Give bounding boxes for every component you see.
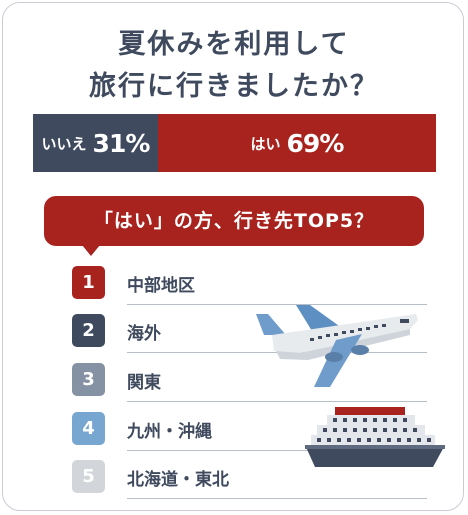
cruise-ship-icon bbox=[305, 407, 445, 467]
segment-label: はい bbox=[250, 134, 281, 153]
rank-name: 中部地区 bbox=[127, 276, 195, 296]
airplane-icon bbox=[256, 305, 418, 387]
segment-value-label: 69% bbox=[286, 128, 345, 158]
title-line-2: 旅行に行きましたか？ bbox=[89, 71, 379, 102]
row-divider bbox=[127, 450, 427, 451]
rank-name: 関東 bbox=[127, 373, 161, 393]
rank-name: 海外 bbox=[127, 324, 161, 344]
speech-bubble-tail bbox=[82, 245, 100, 256]
title-line-1: 夏休みを利用して bbox=[118, 29, 350, 60]
segment-label: いいえ bbox=[41, 134, 87, 153]
rank-badge: 1 bbox=[72, 266, 105, 299]
stacked-percent-bar: いいえ 31% はい 69% bbox=[33, 114, 436, 172]
ranking-heading: 「はい」の方、行き先TOP5？ bbox=[44, 196, 424, 246]
rank-badge: 2 bbox=[72, 314, 105, 347]
rank-badge: 5 bbox=[72, 460, 105, 493]
rank-badge: 4 bbox=[72, 412, 105, 445]
rank-badge: 3 bbox=[72, 363, 105, 396]
bar-segment-2: はい 69% bbox=[157, 114, 436, 172]
bar-segment-1: いいえ 31% bbox=[33, 114, 158, 172]
row-divider bbox=[127, 304, 427, 305]
segment-value-label: 31% bbox=[92, 128, 151, 158]
rank-name: 九州・沖縄 bbox=[127, 422, 212, 442]
rank-name: 北海道・東北 bbox=[127, 470, 229, 490]
row-divider bbox=[127, 498, 427, 499]
row-divider bbox=[127, 401, 427, 402]
